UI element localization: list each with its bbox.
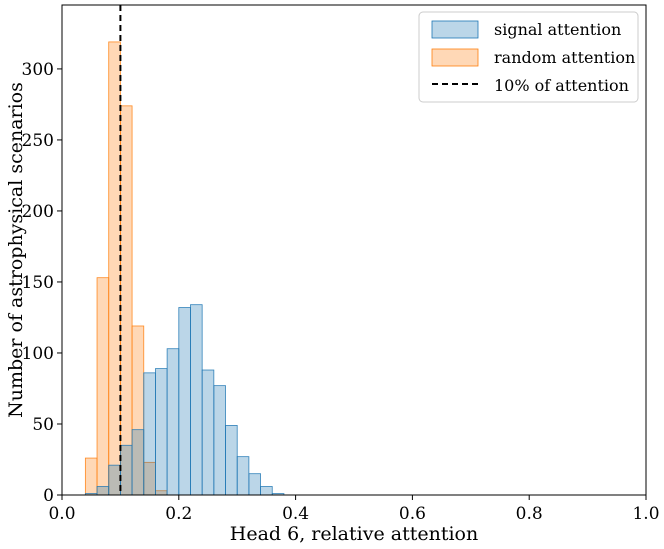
x-tick-label: 0.0: [48, 504, 75, 524]
signal-bar-14: [248, 473, 261, 496]
legend-label-reference: 10% of attention: [494, 76, 629, 95]
signal-bar-5: [143, 372, 156, 496]
plot-frame: [61, 4, 647, 496]
x-axis-label: Head 6, relative attention: [230, 523, 478, 545]
legend-label-signal: signal attention: [494, 20, 621, 39]
signal-bar-2: [108, 464, 121, 496]
signal-bar-13: [236, 456, 250, 496]
signal-bar-3: [120, 444, 133, 496]
y-tick-label: 250: [22, 131, 54, 151]
x-tick-label: 0.6: [399, 504, 426, 524]
random-bar-3: [120, 105, 133, 496]
signal-bar-15: [260, 486, 273, 496]
y-tick-label: 50: [32, 415, 54, 435]
y-axis-ticks: 0 50 100 150 200 250 300: [22, 60, 62, 506]
random-bar-0: [84, 457, 98, 496]
random-bar-2: [108, 41, 121, 496]
y-tick-label: 150: [22, 273, 54, 293]
x-tick-label: 1.0: [632, 504, 659, 524]
y-tick-label: 0: [43, 486, 54, 506]
y-tick-label: 200: [22, 202, 54, 222]
random-bar-1: [96, 277, 110, 496]
signal-bar-7: [166, 348, 180, 496]
signal-bar-11: [213, 385, 226, 496]
x-tick-label: 0.8: [516, 504, 543, 524]
signal-bar-4: [131, 429, 145, 496]
signal-bar-1: [96, 486, 110, 496]
y-tick-label: 300: [22, 60, 54, 80]
legend-label-random: random attention: [494, 48, 635, 67]
signal-bar-6: [155, 368, 168, 496]
signal-bar-12: [225, 425, 238, 496]
signal-bar-10: [201, 369, 215, 496]
signal-bar-8: [178, 307, 191, 496]
legend-swatch-signal: [431, 20, 479, 39]
x-tick-label: 0.4: [282, 504, 309, 524]
y-tick-label: 100: [22, 344, 54, 364]
x-axis-ticks: 0.0 0.2 0.4 0.6 0.8 1.0: [48, 495, 660, 524]
x-tick-label: 0.2: [165, 504, 192, 524]
signal-attention-bars: [84, 304, 285, 496]
legend: signal attention random attention 10% of…: [418, 11, 639, 103]
y-axis-label: Number of astrophysical scenarios: [5, 82, 27, 418]
signal-bar-9: [190, 304, 203, 496]
legend-swatch-random: [431, 48, 479, 67]
legend-box: [418, 11, 639, 103]
